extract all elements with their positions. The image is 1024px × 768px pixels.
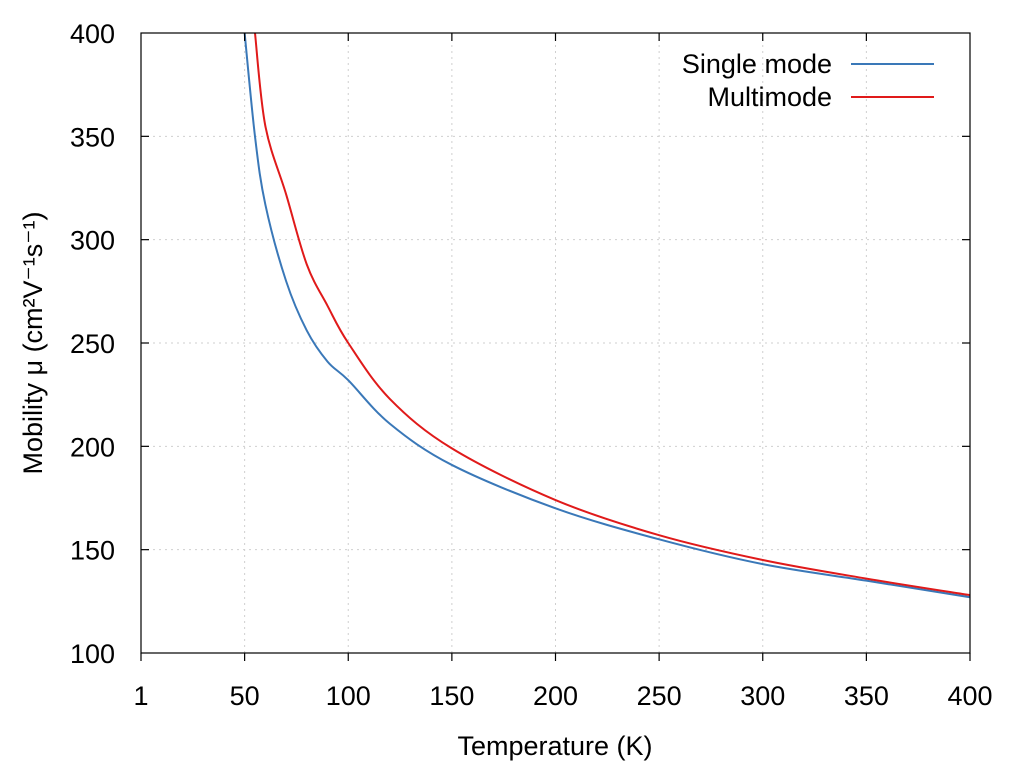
x-tick-label: 300: [740, 681, 785, 711]
y-tick-label: 250: [70, 329, 115, 359]
y-tick-label: 100: [70, 639, 115, 669]
y-tick-label: 400: [70, 19, 115, 49]
x-tick-label: 350: [844, 681, 889, 711]
tick-group: [140, 33, 971, 661]
x-axis-title: Temperature (K): [457, 731, 652, 761]
x-tick-label: 250: [637, 681, 682, 711]
y-tick-label: 300: [70, 226, 115, 256]
x-tick-label: 200: [533, 681, 578, 711]
x-tick-label: 150: [429, 681, 474, 711]
series-line-1: [253, 33, 970, 597]
series-group: [243, 33, 970, 599]
x-tick-label: 50: [230, 681, 260, 711]
legend-label: Single mode: [682, 49, 832, 79]
y-tick-label: 350: [70, 122, 115, 152]
tick-label-group: 1 50 100 150 200 250 300 350 4001001502002503003…: [70, 19, 993, 711]
x-tick-label: 100: [326, 681, 371, 711]
y-axis-title: Mobility μ (cm²V⁻¹s⁻¹): [18, 211, 48, 474]
x-tick-label: 1: [133, 681, 148, 711]
x-tick-label: 400: [947, 681, 992, 711]
legend-label: Multimode: [707, 82, 832, 112]
series-line-0: [243, 33, 970, 599]
y-tick-label: 150: [70, 536, 115, 566]
y-tick-label: 200: [70, 432, 115, 462]
grid: [141, 33, 970, 653]
